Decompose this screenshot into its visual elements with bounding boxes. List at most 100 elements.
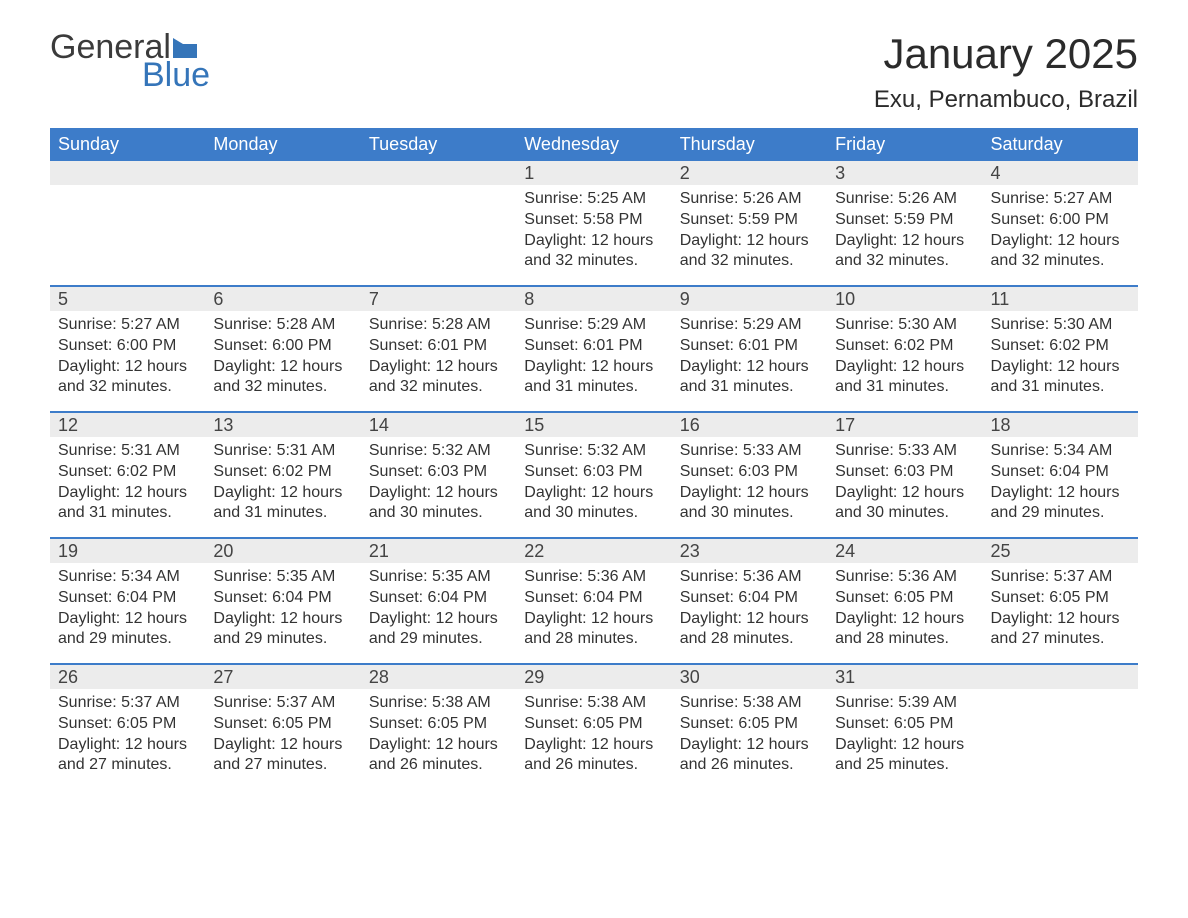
cell-body: Sunrise: 5:32 AMSunset: 6:03 PMDaylight:… bbox=[361, 437, 516, 532]
date-number: 12 bbox=[50, 413, 205, 437]
daylight-text: Daylight: 12 hours and 31 minutes. bbox=[835, 357, 974, 399]
sunrise-text: Sunrise: 5:33 AM bbox=[835, 441, 974, 462]
daylight-text: Daylight: 12 hours and 27 minutes. bbox=[213, 735, 352, 777]
sunset-text: Sunset: 6:05 PM bbox=[835, 714, 974, 735]
sunrise-text: Sunrise: 5:27 AM bbox=[58, 315, 197, 336]
sunset-text: Sunset: 6:04 PM bbox=[213, 588, 352, 609]
sunset-text: Sunset: 6:02 PM bbox=[58, 462, 197, 483]
sunset-text: Sunset: 6:04 PM bbox=[524, 588, 663, 609]
date-number: 24 bbox=[827, 539, 982, 563]
daylight-text: Daylight: 12 hours and 30 minutes. bbox=[369, 483, 508, 525]
sunset-text: Sunset: 6:01 PM bbox=[680, 336, 819, 357]
calendar-cell: 22Sunrise: 5:36 AMSunset: 6:04 PMDayligh… bbox=[516, 539, 671, 663]
date-number: 5 bbox=[50, 287, 205, 311]
daylight-text: Daylight: 12 hours and 32 minutes. bbox=[680, 231, 819, 273]
day-header-tue: Tuesday bbox=[361, 128, 516, 161]
calendar-cell: 17 Sunrise: 5:33 AMSunset: 6:03 PMDayligh… bbox=[827, 413, 982, 537]
sunrise-text: Sunrise: 5:37 AM bbox=[213, 693, 352, 714]
sunrise-text: Sunrise: 5:38 AM bbox=[369, 693, 508, 714]
date-number: 14 bbox=[361, 413, 516, 437]
calendar-cell: 21Sunrise: 5:35 AMSunset: 6:04 PMDayligh… bbox=[361, 539, 516, 663]
calendar-cell: 8Sunrise: 5:29 AMSunset: 6:01 PMDaylight… bbox=[516, 287, 671, 411]
day-header-thu: Thursday bbox=[672, 128, 827, 161]
date-number bbox=[361, 161, 516, 185]
sunset-text: Sunset: 6:03 PM bbox=[835, 462, 974, 483]
sunset-text: Sunset: 6:01 PM bbox=[524, 336, 663, 357]
date-number bbox=[983, 665, 1138, 689]
calendar-cell: 28Sunrise: 5:38 AMSunset: 6:05 PMDayligh… bbox=[361, 665, 516, 789]
cell-body: Sunrise: 5:37 AMSunset: 6:05 PMDaylight:… bbox=[205, 689, 360, 784]
sunrise-text: Sunrise: 5:32 AM bbox=[524, 441, 663, 462]
title-block: January 2025 Exu, Pernambuco, Brazil bbox=[874, 30, 1138, 114]
header: General Blue January 2025 Exu, Pernambuc… bbox=[50, 30, 1138, 114]
calendar: Sunday Monday Tuesday Wednesday Thursday… bbox=[50, 128, 1138, 789]
sunrise-text: Sunrise: 5:31 AM bbox=[213, 441, 352, 462]
calendar-cell bbox=[361, 161, 516, 285]
sunrise-text: Sunrise: 5:34 AM bbox=[58, 567, 197, 588]
sunrise-text: Sunrise: 5:31 AM bbox=[58, 441, 197, 462]
date-number: 9 bbox=[672, 287, 827, 311]
date-number: 25 bbox=[983, 539, 1138, 563]
daylight-text: Daylight: 12 hours and 32 minutes. bbox=[213, 357, 352, 399]
day-header-mon: Monday bbox=[205, 128, 360, 161]
sunrise-text: Sunrise: 5:30 AM bbox=[835, 315, 974, 336]
cell-body: Sunrise: 5:30 AMSunset: 6:02 PMDaylight:… bbox=[827, 311, 982, 406]
daylight-text: Daylight: 12 hours and 28 minutes. bbox=[524, 609, 663, 651]
sunset-text: Sunset: 6:00 PM bbox=[213, 336, 352, 357]
date-number bbox=[205, 161, 360, 185]
logo: General Blue bbox=[50, 30, 210, 92]
date-number: 7 bbox=[361, 287, 516, 311]
cell-body: Sunrise: 5:36 AMSunset: 6:04 PMDaylight:… bbox=[672, 563, 827, 658]
daylight-text: Daylight: 12 hours and 31 minutes. bbox=[213, 483, 352, 525]
day-header-sat: Saturday bbox=[983, 128, 1138, 161]
daylight-text: Daylight: 12 hours and 27 minutes. bbox=[991, 609, 1130, 651]
sunset-text: Sunset: 6:02 PM bbox=[213, 462, 352, 483]
day-header-row: Sunday Monday Tuesday Wednesday Thursday… bbox=[50, 128, 1138, 161]
date-number: 17 bbox=[827, 413, 982, 437]
daylight-text: Daylight: 12 hours and 28 minutes. bbox=[680, 609, 819, 651]
sunrise-text: Sunrise: 5:35 AM bbox=[213, 567, 352, 588]
daylight-text: Daylight: 12 hours and 31 minutes. bbox=[58, 483, 197, 525]
calendar-cell bbox=[205, 161, 360, 285]
calendar-cell: 31Sunrise: 5:39 AMSunset: 6:05 PMDayligh… bbox=[827, 665, 982, 789]
calendar-cell bbox=[50, 161, 205, 285]
calendar-cell: 2Sunrise: 5:26 AMSunset: 5:59 PMDaylight… bbox=[672, 161, 827, 285]
cell-body: Sunrise: 5:31 AMSunset: 6:02 PMDaylight:… bbox=[50, 437, 205, 532]
sunrise-text: Sunrise: 5:35 AM bbox=[369, 567, 508, 588]
calendar-cell: 30Sunrise: 5:38 AMSunset: 6:05 PMDayligh… bbox=[672, 665, 827, 789]
calendar-cell: 23Sunrise: 5:36 AMSunset: 6:04 PMDayligh… bbox=[672, 539, 827, 663]
sunrise-text: Sunrise: 5:26 AM bbox=[835, 189, 974, 210]
date-number: 4 bbox=[983, 161, 1138, 185]
cell-body: Sunrise: 5:37 AMSunset: 6:05 PMDaylight:… bbox=[983, 563, 1138, 658]
sunrise-text: Sunrise: 5:36 AM bbox=[835, 567, 974, 588]
date-number: 27 bbox=[205, 665, 360, 689]
logo-word-blue: Blue bbox=[142, 58, 210, 92]
date-number bbox=[50, 161, 205, 185]
daylight-text: Daylight: 12 hours and 29 minutes. bbox=[58, 609, 197, 651]
sunrise-text: Sunrise: 5:28 AM bbox=[213, 315, 352, 336]
cell-body bbox=[983, 689, 1138, 701]
date-number: 19 bbox=[50, 539, 205, 563]
calendar-cell: 5Sunrise: 5:27 AMSunset: 6:00 PMDaylight… bbox=[50, 287, 205, 411]
cell-body: Sunrise: 5:27 AMSunset: 6:00 PMDaylight:… bbox=[983, 185, 1138, 280]
cell-body: Sunrise: 5:37 AMSunset: 6:05 PMDaylight:… bbox=[50, 689, 205, 784]
cell-body: Sunrise: 5:32 AMSunset: 6:03 PMDaylight:… bbox=[516, 437, 671, 532]
week-row: 12Sunrise: 5:31 AMSunset: 6:02 PMDayligh… bbox=[50, 411, 1138, 537]
daylight-text: Daylight: 12 hours and 30 minutes. bbox=[835, 483, 974, 525]
sunrise-text: Sunrise: 5:36 AM bbox=[524, 567, 663, 588]
sunrise-text: Sunrise: 5:26 AM bbox=[680, 189, 819, 210]
sunset-text: Sunset: 6:04 PM bbox=[58, 588, 197, 609]
date-number: 30 bbox=[672, 665, 827, 689]
cell-body: Sunrise: 5:34 AMSunset: 6:04 PMDaylight:… bbox=[983, 437, 1138, 532]
date-number: 28 bbox=[361, 665, 516, 689]
sunset-text: Sunset: 5:58 PM bbox=[524, 210, 663, 231]
cell-body: Sunrise: 5:29 AMSunset: 6:01 PMDaylight:… bbox=[672, 311, 827, 406]
date-number: 22 bbox=[516, 539, 671, 563]
week-row: 5Sunrise: 5:27 AMSunset: 6:00 PMDaylight… bbox=[50, 285, 1138, 411]
date-number: 3 bbox=[827, 161, 982, 185]
cell-body: Sunrise: 5:34 AMSunset: 6:04 PMDaylight:… bbox=[50, 563, 205, 658]
sunrise-text: Sunrise: 5:29 AM bbox=[524, 315, 663, 336]
daylight-text: Daylight: 12 hours and 29 minutes. bbox=[213, 609, 352, 651]
daylight-text: Daylight: 12 hours and 27 minutes. bbox=[58, 735, 197, 777]
cell-body: Sunrise: 5:36 AMSunset: 6:04 PMDaylight:… bbox=[516, 563, 671, 658]
